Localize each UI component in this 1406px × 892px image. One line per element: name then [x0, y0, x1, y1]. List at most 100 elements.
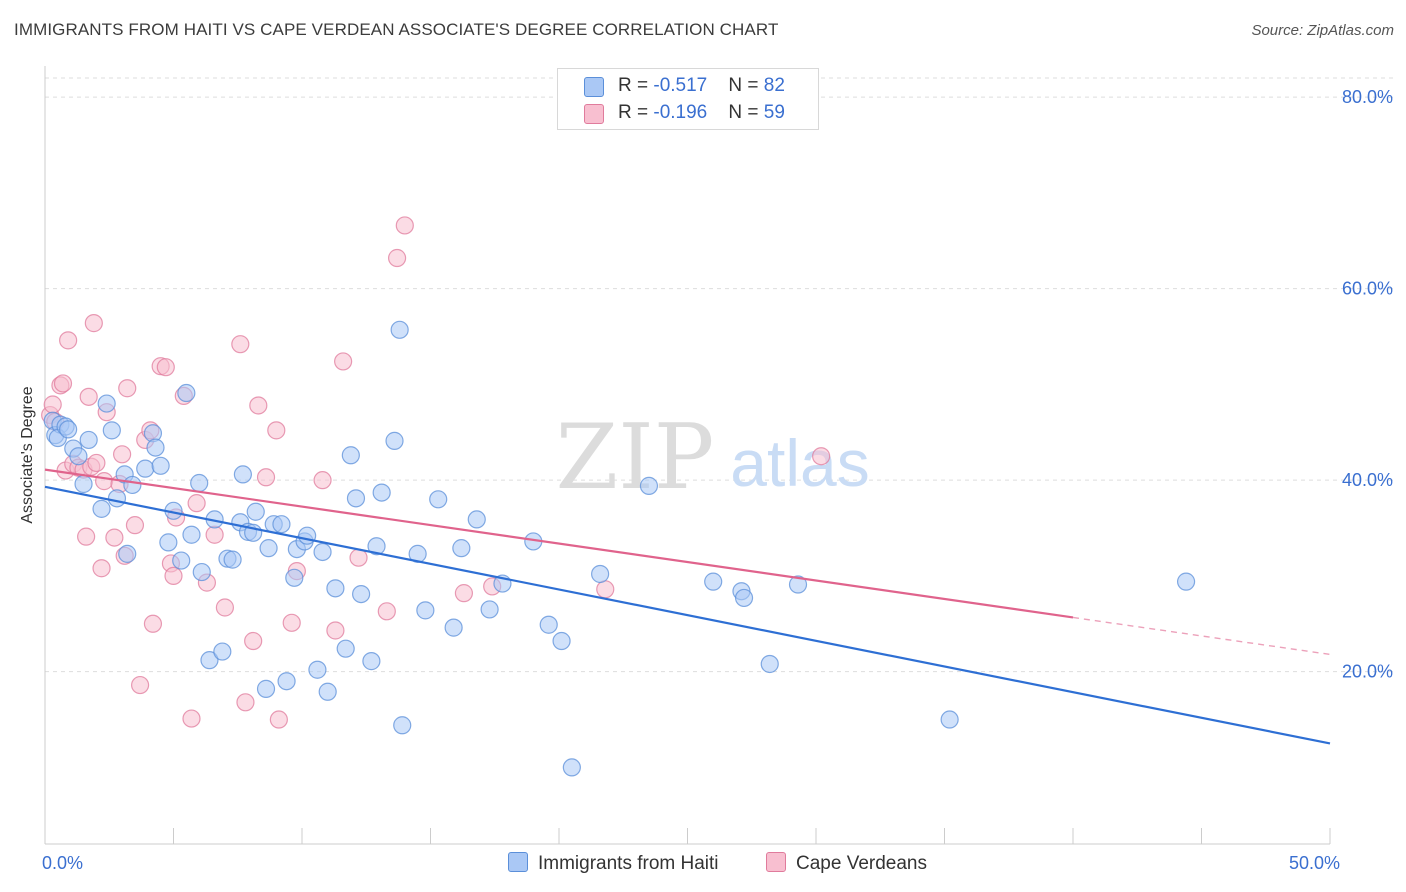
point-cape-verdean: [187, 494, 206, 513]
point-haiti: [704, 572, 723, 591]
point-haiti: [92, 499, 111, 518]
point-haiti: [107, 489, 127, 508]
point-cape-verdean: [130, 675, 150, 695]
point-haiti: [760, 654, 779, 674]
point-haiti: [246, 502, 265, 521]
r-label: R =: [618, 102, 654, 123]
source-label: Source: ZipAtlas.com: [1251, 22, 1394, 39]
point-haiti: [59, 420, 78, 439]
tick-labels: 20.0% 40.0% 60.0% 80.0% 0.0% 50.0%: [42, 87, 1393, 873]
point-haiti: [102, 421, 121, 440]
point-cape-verdean: [125, 516, 145, 535]
point-haiti: [362, 652, 381, 671]
point-cape-verdean: [164, 566, 183, 586]
point-cape-verdean: [596, 580, 615, 599]
point-haiti: [352, 584, 371, 604]
watermark-atlas: atlas: [730, 426, 869, 500]
point-haiti: [277, 672, 296, 691]
point-haiti: [182, 525, 201, 544]
series-swatch-cape-verdeans: [766, 852, 786, 872]
point-haiti: [444, 618, 463, 637]
point-haiti: [552, 631, 571, 651]
point-cape-verdean: [334, 352, 353, 371]
point-cape-verdean: [59, 331, 78, 350]
point-haiti: [159, 533, 178, 552]
point-cape-verdean: [79, 387, 98, 406]
point-haiti: [591, 564, 610, 584]
point-cape-verdean: [87, 453, 106, 473]
n-value-cape-verdeans: 59: [763, 102, 785, 123]
point-cape-verdean: [77, 527, 96, 546]
point-haiti: [326, 579, 345, 598]
point-haiti: [256, 679, 276, 698]
point-haiti: [393, 716, 412, 735]
point-haiti: [285, 568, 304, 587]
trend-line-extension-cape-verdean: [1072, 616, 1331, 656]
point-haiti: [200, 651, 219, 670]
point-haiti: [313, 542, 332, 562]
series-label-haiti: Immigrants from Haiti: [538, 853, 719, 874]
point-haiti: [341, 446, 360, 465]
point-cape-verdean: [267, 421, 286, 440]
point-cape-verdean: [454, 584, 474, 603]
point-haiti: [367, 537, 386, 556]
point-haiti: [118, 544, 137, 563]
point-haiti: [272, 515, 291, 534]
point-haiti: [69, 447, 88, 466]
series-swatch-haiti: [508, 852, 528, 872]
point-cape-verdean: [256, 468, 276, 487]
point-haiti: [79, 430, 98, 450]
point-haiti: [213, 642, 232, 661]
point-haiti: [298, 526, 317, 545]
point-haiti: [1176, 572, 1196, 591]
r-value-haiti: -0.517: [653, 75, 708, 96]
legend-swatch-haiti: [584, 77, 604, 97]
point-haiti: [223, 550, 242, 569]
r-value-cape-verdeans: -0.196: [653, 102, 708, 123]
x-tick-label: 0.0%: [42, 853, 83, 873]
point-cape-verdean: [182, 709, 201, 728]
point-haiti: [151, 456, 170, 475]
point-haiti: [734, 588, 754, 608]
point-haiti: [940, 710, 959, 729]
axes: [44, 66, 1331, 845]
trend-lines: [44, 468, 1331, 745]
n-label: N =: [728, 102, 764, 123]
point-cape-verdean: [377, 602, 396, 621]
point-haiti: [192, 562, 211, 582]
point-cape-verdean: [205, 525, 224, 544]
point-haiti: [190, 473, 209, 493]
point-cape-verdean: [244, 631, 263, 651]
point-haiti: [346, 489, 366, 508]
point-haiti: [480, 600, 499, 619]
point-haiti: [390, 320, 409, 339]
y-tick-label: 80.0%: [1342, 87, 1393, 107]
point-haiti: [429, 490, 448, 509]
point-haiti: [788, 575, 808, 594]
point-cape-verdean: [269, 710, 288, 729]
trend-line-cape-verdean: [44, 468, 1074, 619]
y-tick-label: 40.0%: [1342, 470, 1393, 490]
point-haiti: [539, 615, 558, 634]
point-cape-verdean: [156, 358, 175, 377]
point-cape-verdean: [326, 621, 345, 640]
point-haiti: [233, 465, 252, 484]
point-cape-verdean: [313, 471, 332, 490]
point-haiti: [136, 459, 155, 478]
point-haiti: [308, 660, 327, 679]
point-cape-verdean: [92, 559, 111, 578]
point-cape-verdean: [282, 613, 301, 632]
point-cape-verdean: [143, 614, 163, 633]
point-haiti: [336, 639, 355, 658]
point-haiti: [74, 474, 93, 494]
point-cape-verdean: [105, 528, 124, 547]
point-cape-verdean: [95, 472, 114, 491]
data-points: [41, 216, 1196, 777]
point-haiti: [467, 510, 486, 529]
point-cape-verdean: [53, 374, 73, 393]
point-cape-verdean: [387, 248, 407, 268]
watermark: ZIP atlas: [556, 405, 870, 510]
y-tick-label: 60.0%: [1342, 279, 1393, 299]
point-haiti: [259, 539, 278, 558]
